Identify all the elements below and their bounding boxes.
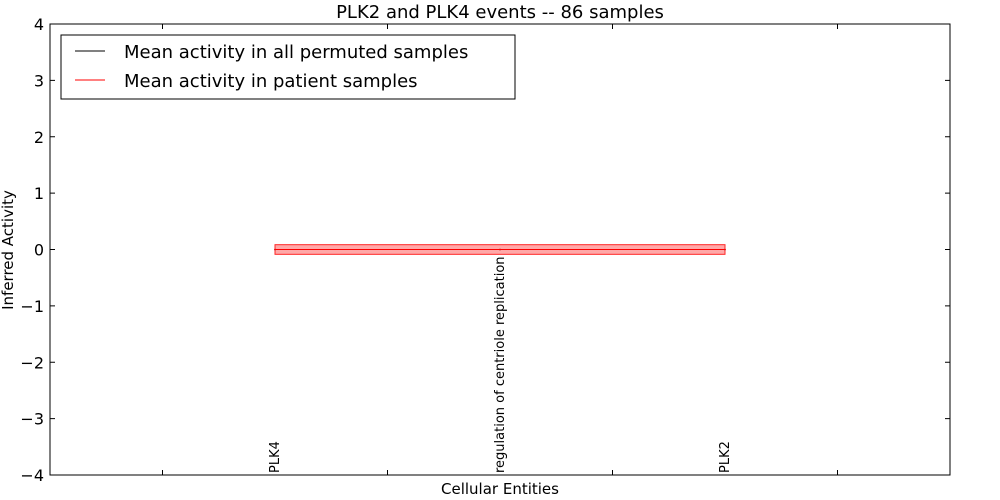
y-axis: 4 3 2 1 0 −1 −2 −3 −4 — [20, 15, 950, 485]
legend-box — [60, 34, 516, 100]
legend-label-permuted: Mean activity in all permuted samples — [124, 42, 468, 63]
legend-label-patient: Mean activity in patient samples — [124, 71, 418, 92]
x-category-label: PLK2 — [718, 441, 733, 473]
x-axis: PLK4 regulation of centriole replication P… — [162, 24, 838, 475]
y-tick-label: −2 — [20, 353, 44, 372]
x-category-label: regulation of centriole replication — [493, 256, 508, 473]
y-tick-label: −4 — [20, 466, 44, 485]
point-patient — [499, 248, 501, 251]
y-tick-label: 2 — [34, 128, 44, 147]
y-tick-label: 3 — [34, 71, 44, 90]
x-axis-label: Cellular Entities — [441, 480, 559, 498]
y-axis-label: Inferred Activity — [0, 190, 17, 310]
y-tick-label: −1 — [20, 297, 44, 316]
legend: Mean activity in all permuted samples Me… — [60, 34, 516, 100]
x-category-label: PLK4 — [268, 441, 283, 473]
point-patient — [274, 248, 276, 251]
y-tick-label: 4 — [34, 15, 44, 34]
series-layer — [274, 244, 726, 255]
y-tick-label: −3 — [20, 410, 44, 429]
y-tick-label: 0 — [34, 241, 44, 260]
chart-title: PLK2 and PLK4 events -- 86 samples — [336, 2, 664, 23]
y-tick-label: 1 — [34, 184, 44, 203]
point-patient — [724, 248, 726, 251]
